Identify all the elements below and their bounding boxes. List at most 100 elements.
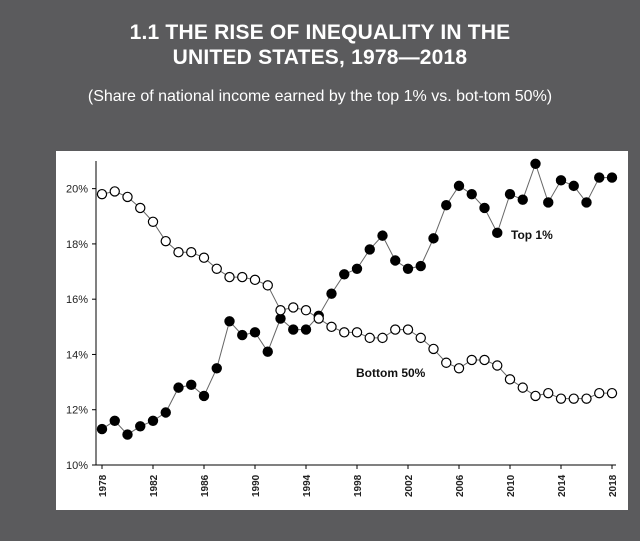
- data-point-top-1-percent: [492, 227, 503, 239]
- data-point-bottom-50-percent: [288, 302, 299, 313]
- data-point-top-1-percent: [428, 233, 439, 244]
- data-point-bottom-50-percent: [339, 327, 350, 338]
- data-point-bottom-50-percent: [147, 216, 159, 228]
- data-point-top-1-percent: [224, 316, 235, 327]
- data-point-top-1-percent: [300, 324, 312, 335]
- data-point-bottom-50-percent: [428, 343, 439, 355]
- data-point-bottom-50-percent: [594, 387, 605, 399]
- x-tick-label: 1994: [302, 474, 313, 497]
- data-point-bottom-50-percent: [504, 374, 516, 385]
- data-point-top-1-percent: [249, 327, 261, 338]
- data-point-top-1-percent: [594, 172, 605, 183]
- data-point-top-1-percent: [606, 172, 618, 183]
- data-point-bottom-50-percent: [402, 324, 414, 335]
- data-point-top-1-percent: [326, 288, 337, 299]
- data-point-bottom-50-percent: [415, 332, 426, 344]
- x-tick-label: 2002: [404, 474, 415, 497]
- data-point-bottom-50-percent: [122, 191, 133, 203]
- x-tick-label: 2006: [455, 474, 466, 497]
- data-point-bottom-50-percent: [313, 313, 324, 324]
- data-point-bottom-50-percent: [441, 357, 452, 368]
- data-point-top-1-percent: [237, 329, 248, 341]
- data-point-bottom-50-percent: [530, 390, 541, 402]
- data-point-bottom-50-percent: [377, 332, 388, 344]
- data-point-bottom-50-percent: [453, 363, 465, 374]
- x-tick-label: 1978: [98, 474, 109, 497]
- chart-subtitle: (Share of national income earned by the …: [87, 88, 553, 105]
- data-point-top-1-percent: [135, 421, 146, 432]
- data-point-top-1-percent: [147, 415, 159, 426]
- y-tick-label: 16%: [66, 294, 88, 306]
- data-point-bottom-50-percent: [211, 263, 222, 274]
- data-point-bottom-50-percent: [96, 188, 108, 200]
- data-point-top-1-percent: [186, 379, 197, 391]
- data-point-top-1-percent: [581, 197, 592, 208]
- annotation-top-1-percent: Top 1%: [511, 228, 553, 242]
- data-point-top-1-percent: [555, 175, 567, 186]
- data-point-top-1-percent: [211, 363, 222, 374]
- data-point-top-1-percent: [122, 429, 133, 440]
- data-point-top-1-percent: [530, 158, 541, 169]
- data-point-top-1-percent: [351, 263, 363, 274]
- data-point-top-1-percent: [339, 269, 350, 280]
- data-point-top-1-percent: [415, 260, 426, 272]
- data-point-bottom-50-percent: [249, 274, 261, 286]
- data-point-bottom-50-percent: [173, 246, 184, 258]
- data-point-top-1-percent: [479, 202, 490, 214]
- data-point-top-1-percent: [453, 180, 465, 192]
- annotation-bottom-50-percent: Bottom 50%: [356, 366, 426, 380]
- y-tick-label: 20%: [66, 184, 88, 196]
- data-point-top-1-percent: [96, 423, 108, 435]
- data-point-top-1-percent: [390, 255, 401, 266]
- data-point-bottom-50-percent: [555, 393, 567, 404]
- data-point-top-1-percent: [543, 197, 554, 208]
- data-point-bottom-50-percent: [275, 305, 286, 316]
- data-point-bottom-50-percent: [492, 360, 503, 371]
- data-point-bottom-50-percent: [390, 324, 401, 335]
- data-point-top-1-percent: [262, 346, 273, 357]
- data-point-bottom-50-percent: [198, 252, 210, 263]
- data-point-bottom-50-percent: [262, 280, 273, 291]
- x-tick-label: 2018: [608, 474, 619, 497]
- x-tick-label: 2014: [557, 474, 568, 497]
- data-point-top-1-percent: [109, 415, 120, 426]
- data-point-top-1-percent: [466, 188, 477, 200]
- y-axis-ticks: 10% 12% 14% 16% 18% 20%: [66, 184, 96, 472]
- data-point-bottom-50-percent: [543, 387, 554, 399]
- data-point-top-1-percent: [568, 180, 579, 192]
- x-tick-label: 1986: [200, 474, 211, 497]
- data-point-top-1-percent: [198, 390, 210, 402]
- data-point-top-1-percent: [402, 263, 414, 274]
- data-point-bottom-50-percent: [568, 393, 579, 404]
- series-points: [96, 158, 618, 440]
- data-point-top-1-percent: [288, 324, 299, 335]
- data-point-bottom-50-percent: [109, 186, 120, 197]
- y-tick-label: 14%: [66, 349, 88, 361]
- data-point-top-1-percent: [377, 230, 388, 241]
- data-point-bottom-50-percent: [606, 387, 618, 399]
- x-tick-label: 1990: [251, 474, 262, 497]
- x-axis-ticks: 1978 1982 1986 1990 1994 1998 2002 2006 2010 2014…: [98, 465, 619, 497]
- data-point-top-1-percent: [160, 407, 171, 418]
- data-point-bottom-50-percent: [581, 393, 592, 404]
- data-point-bottom-50-percent: [466, 354, 477, 366]
- data-point-bottom-50-percent: [326, 321, 337, 333]
- data-point-bottom-50-percent: [300, 305, 312, 316]
- data-point-bottom-50-percent: [364, 332, 375, 344]
- y-tick-label: 10%: [66, 460, 88, 472]
- data-point-bottom-50-percent: [479, 354, 490, 366]
- data-point-top-1-percent: [504, 188, 516, 200]
- line-chart: 10% 12% 14% 16% 18% 20% 1978 1982 1986 1990 1994 1…: [66, 158, 619, 497]
- y-tick-label: 12%: [66, 405, 88, 417]
- y-tick-label: 18%: [66, 239, 88, 251]
- chart-title: 1.1 THE RISE OF INEQUALITY IN THE UNITED…: [0, 20, 640, 70]
- chart-title-line-1: 1.1 THE RISE OF INEQUALITY IN THE: [129, 21, 511, 44]
- data-point-bottom-50-percent: [237, 271, 248, 283]
- data-point-top-1-percent: [441, 200, 452, 211]
- data-point-bottom-50-percent: [351, 327, 363, 338]
- x-tick-label: 1998: [353, 474, 364, 497]
- data-point-bottom-50-percent: [517, 382, 528, 393]
- x-tick-label: 1982: [149, 474, 160, 497]
- data-point-top-1-percent: [517, 194, 528, 205]
- chart-title-line-2: UNITED STATES, 1978—2018: [172, 46, 468, 69]
